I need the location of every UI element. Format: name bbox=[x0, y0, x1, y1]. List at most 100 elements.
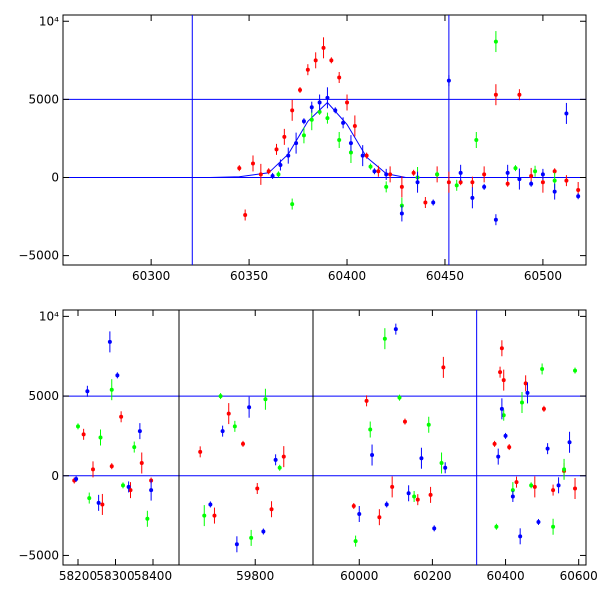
top-point-red bbox=[505, 181, 510, 186]
bottom-point-blue bbox=[432, 526, 437, 531]
top-point-red bbox=[290, 108, 295, 113]
top-point-green bbox=[317, 109, 322, 114]
bottom-point-green bbox=[412, 494, 417, 499]
top-point-blue bbox=[372, 169, 377, 174]
bottom-point-green bbox=[98, 435, 103, 440]
bottom-point-blue bbox=[499, 406, 504, 411]
bottom-point-green bbox=[510, 488, 515, 493]
bottom-point-blue bbox=[510, 494, 515, 499]
top-point-blue bbox=[576, 194, 581, 199]
bottom-y-tick-label: 5000 bbox=[28, 389, 59, 403]
top-y-tick-label: 0 bbox=[51, 171, 59, 185]
bottom-point-red bbox=[109, 464, 114, 469]
bottom-point-blue bbox=[220, 429, 225, 434]
top-y-tick-label: −5000 bbox=[18, 249, 59, 263]
bottom-point-red bbox=[269, 507, 274, 512]
bottom-point-green bbox=[573, 368, 578, 373]
bottom-point-red bbox=[198, 449, 203, 454]
top-point-red bbox=[258, 172, 263, 177]
bottom-point-red bbox=[498, 370, 503, 375]
top-point-green bbox=[474, 138, 479, 142]
bottom-point-blue bbox=[137, 429, 142, 434]
top-point-green bbox=[384, 184, 389, 189]
top-point-green bbox=[337, 138, 342, 142]
top-point-blue bbox=[341, 120, 346, 125]
bottom-point-red bbox=[532, 484, 537, 489]
top-reference-lines bbox=[63, 15, 586, 265]
bottom-point-blue bbox=[74, 476, 79, 481]
bottom-point-green bbox=[109, 387, 114, 392]
top-point-red bbox=[237, 166, 242, 171]
top-x-tick-label: 60400 bbox=[328, 269, 366, 283]
bottom-point-green bbox=[145, 516, 150, 521]
bottom-point-red bbox=[91, 467, 95, 472]
top-point-blue bbox=[399, 211, 404, 216]
bottom-point-green bbox=[368, 427, 373, 432]
top-point-red bbox=[251, 161, 256, 166]
top-point-red bbox=[266, 169, 271, 174]
top-axis-ticks: 60300 60350 60400 60450 60500 −5000 0 5000 10⁴ bbox=[18, 14, 586, 283]
bottom-point-red bbox=[390, 484, 395, 489]
top-point-red bbox=[493, 92, 498, 97]
top-point-red bbox=[470, 180, 475, 185]
bottom-point-blue bbox=[370, 453, 375, 458]
top-point-red bbox=[482, 172, 487, 177]
top-plot-frame bbox=[62, 14, 587, 266]
bottom-point-blue bbox=[384, 502, 389, 507]
top-point-blue bbox=[552, 189, 557, 194]
top-point-blue bbox=[540, 172, 545, 177]
bottom-point-green bbox=[263, 397, 268, 402]
top-x-tick-label: 60300 bbox=[132, 269, 170, 283]
bottom-plot-frame bbox=[62, 309, 587, 566]
top-point-red bbox=[298, 88, 303, 92]
top-point-green bbox=[301, 133, 306, 138]
bottom-point-blue bbox=[85, 389, 90, 394]
bottom-point-green bbox=[551, 524, 556, 529]
top-point-blue bbox=[505, 170, 510, 175]
bottom-y-tick-label: −5000 bbox=[18, 548, 59, 562]
bottom-point-green bbox=[132, 445, 137, 450]
bottom-point-red bbox=[402, 419, 407, 424]
top-x-tick-label: 60350 bbox=[230, 269, 268, 283]
bottom-point-red bbox=[415, 497, 420, 502]
bottom-x-tick-label: 60000 bbox=[340, 569, 378, 583]
top-x-tick-label: 60500 bbox=[524, 269, 562, 283]
bottom-point-red bbox=[119, 414, 124, 419]
bottom-point-blue bbox=[393, 327, 398, 332]
bottom-point-blue bbox=[107, 339, 112, 344]
bottom-point-red bbox=[212, 513, 217, 518]
bottom-point-blue bbox=[96, 500, 101, 505]
top-point-red bbox=[446, 180, 451, 185]
top-data-points bbox=[237, 31, 581, 226]
top-point-blue bbox=[294, 141, 299, 146]
top-point-blue bbox=[301, 119, 306, 124]
bottom-point-red bbox=[281, 454, 286, 459]
bottom-point-green bbox=[540, 366, 545, 371]
bottom-x-tick-label: 60200 bbox=[413, 569, 451, 583]
top-point-blue bbox=[415, 180, 420, 185]
top-point-blue bbox=[431, 200, 436, 205]
bottom-point-blue bbox=[406, 491, 411, 496]
top-point-red bbox=[423, 200, 428, 205]
top-point-blue bbox=[458, 170, 463, 175]
top-panel: 60300 60350 60400 60450 60500 −5000 0 5000 10⁴ bbox=[18, 14, 587, 283]
bottom-point-red bbox=[551, 488, 556, 493]
bottom-point-blue bbox=[567, 440, 572, 445]
top-point-blue bbox=[529, 181, 534, 186]
bottom-data-points bbox=[72, 323, 578, 553]
top-point-blue bbox=[317, 100, 322, 105]
bottom-x-tick-label: 59800 bbox=[236, 569, 274, 583]
bottom-point-red bbox=[514, 480, 519, 485]
top-point-red bbox=[313, 58, 318, 63]
bottom-point-blue bbox=[149, 488, 154, 493]
top-point-green bbox=[533, 169, 538, 174]
bottom-point-red bbox=[499, 346, 504, 351]
top-point-blue bbox=[333, 108, 338, 113]
bottom-point-green bbox=[501, 413, 506, 418]
top-point-red bbox=[576, 188, 581, 192]
bottom-point-green bbox=[529, 483, 534, 488]
bottom-point-blue bbox=[525, 390, 530, 395]
bottom-point-blue bbox=[357, 512, 362, 516]
bottom-point-green bbox=[121, 483, 125, 488]
top-point-red bbox=[458, 180, 463, 185]
